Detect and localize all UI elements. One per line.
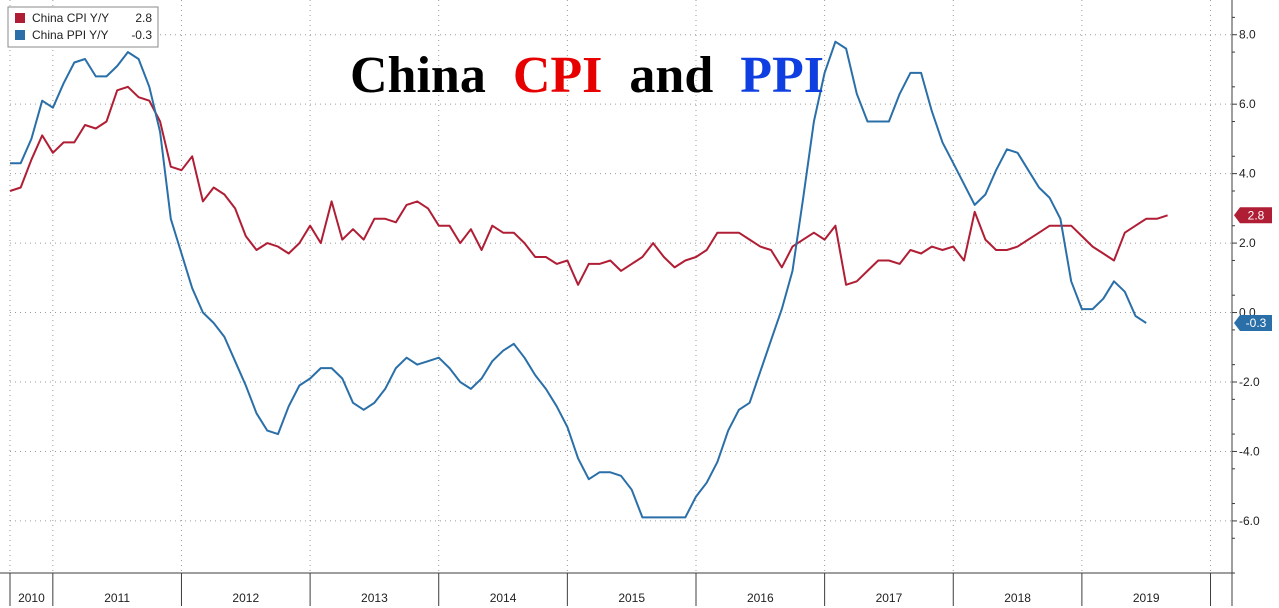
year-label: 2018 — [1004, 591, 1031, 605]
year-label: 2011 — [104, 591, 130, 605]
title-prefix: China — [350, 47, 486, 104]
svg-text:China CPI and: China CPI and PPI — [350, 47, 824, 104]
legend-label-ppi: China PPI Y/Y — [32, 28, 109, 42]
last-value-badges: 2.8 -0.3 — [1234, 207, 1272, 331]
year-label: 2010 — [18, 591, 45, 605]
badge-value-cpi: 2.8 — [1248, 208, 1265, 222]
legend-label-cpi: China CPI Y/Y — [32, 11, 109, 25]
y-tick-label: -6.0 — [1239, 514, 1260, 528]
legend: China CPI Y/Y 2.8 China PPI Y/Y -0.3 — [7, 6, 159, 48]
year-label: 2014 — [490, 591, 517, 605]
y-tick-label: -4.0 — [1239, 444, 1260, 458]
chart-title: China CPI and PPI — [350, 47, 824, 104]
y-tick-label: 6.0 — [1239, 97, 1256, 111]
legend-value-cpi: 2.8 — [135, 11, 152, 25]
badge-shape-ppi — [1234, 314, 1272, 331]
legend-swatch-cpi — [15, 13, 25, 23]
badge-ppi: -0.3 — [1234, 314, 1272, 331]
title-ppi: PPI — [740, 47, 824, 104]
series-line-ppi — [10, 40, 1147, 519]
y-tick-label: 2.0 — [1239, 236, 1256, 250]
title-cpi: CPI — [513, 47, 603, 104]
y-tick-label: -2.0 — [1239, 375, 1260, 389]
title-and: and — [629, 47, 713, 104]
year-label: 2019 — [1133, 591, 1160, 605]
year-label: 2016 — [747, 591, 774, 605]
y-tick-label: 8.0 — [1239, 28, 1256, 42]
year-label: 2017 — [876, 591, 903, 605]
badge-value-ppi: -0.3 — [1246, 316, 1267, 330]
gridlines — [9, 0, 1232, 573]
legend-box — [7, 6, 159, 48]
y-tick-label: 4.0 — [1239, 167, 1256, 181]
series — [9, 40, 1168, 519]
series-line-cpi — [9, 85, 1168, 286]
year-label: 2012 — [232, 591, 259, 605]
year-label: 2013 — [361, 591, 388, 605]
badge-cpi: 2.8 — [1234, 207, 1272, 224]
year-label: 2015 — [618, 591, 645, 605]
legend-swatch-ppi — [15, 30, 25, 40]
legend-value-ppi: -0.3 — [131, 28, 152, 42]
badge-shape-cpi — [1234, 207, 1272, 224]
